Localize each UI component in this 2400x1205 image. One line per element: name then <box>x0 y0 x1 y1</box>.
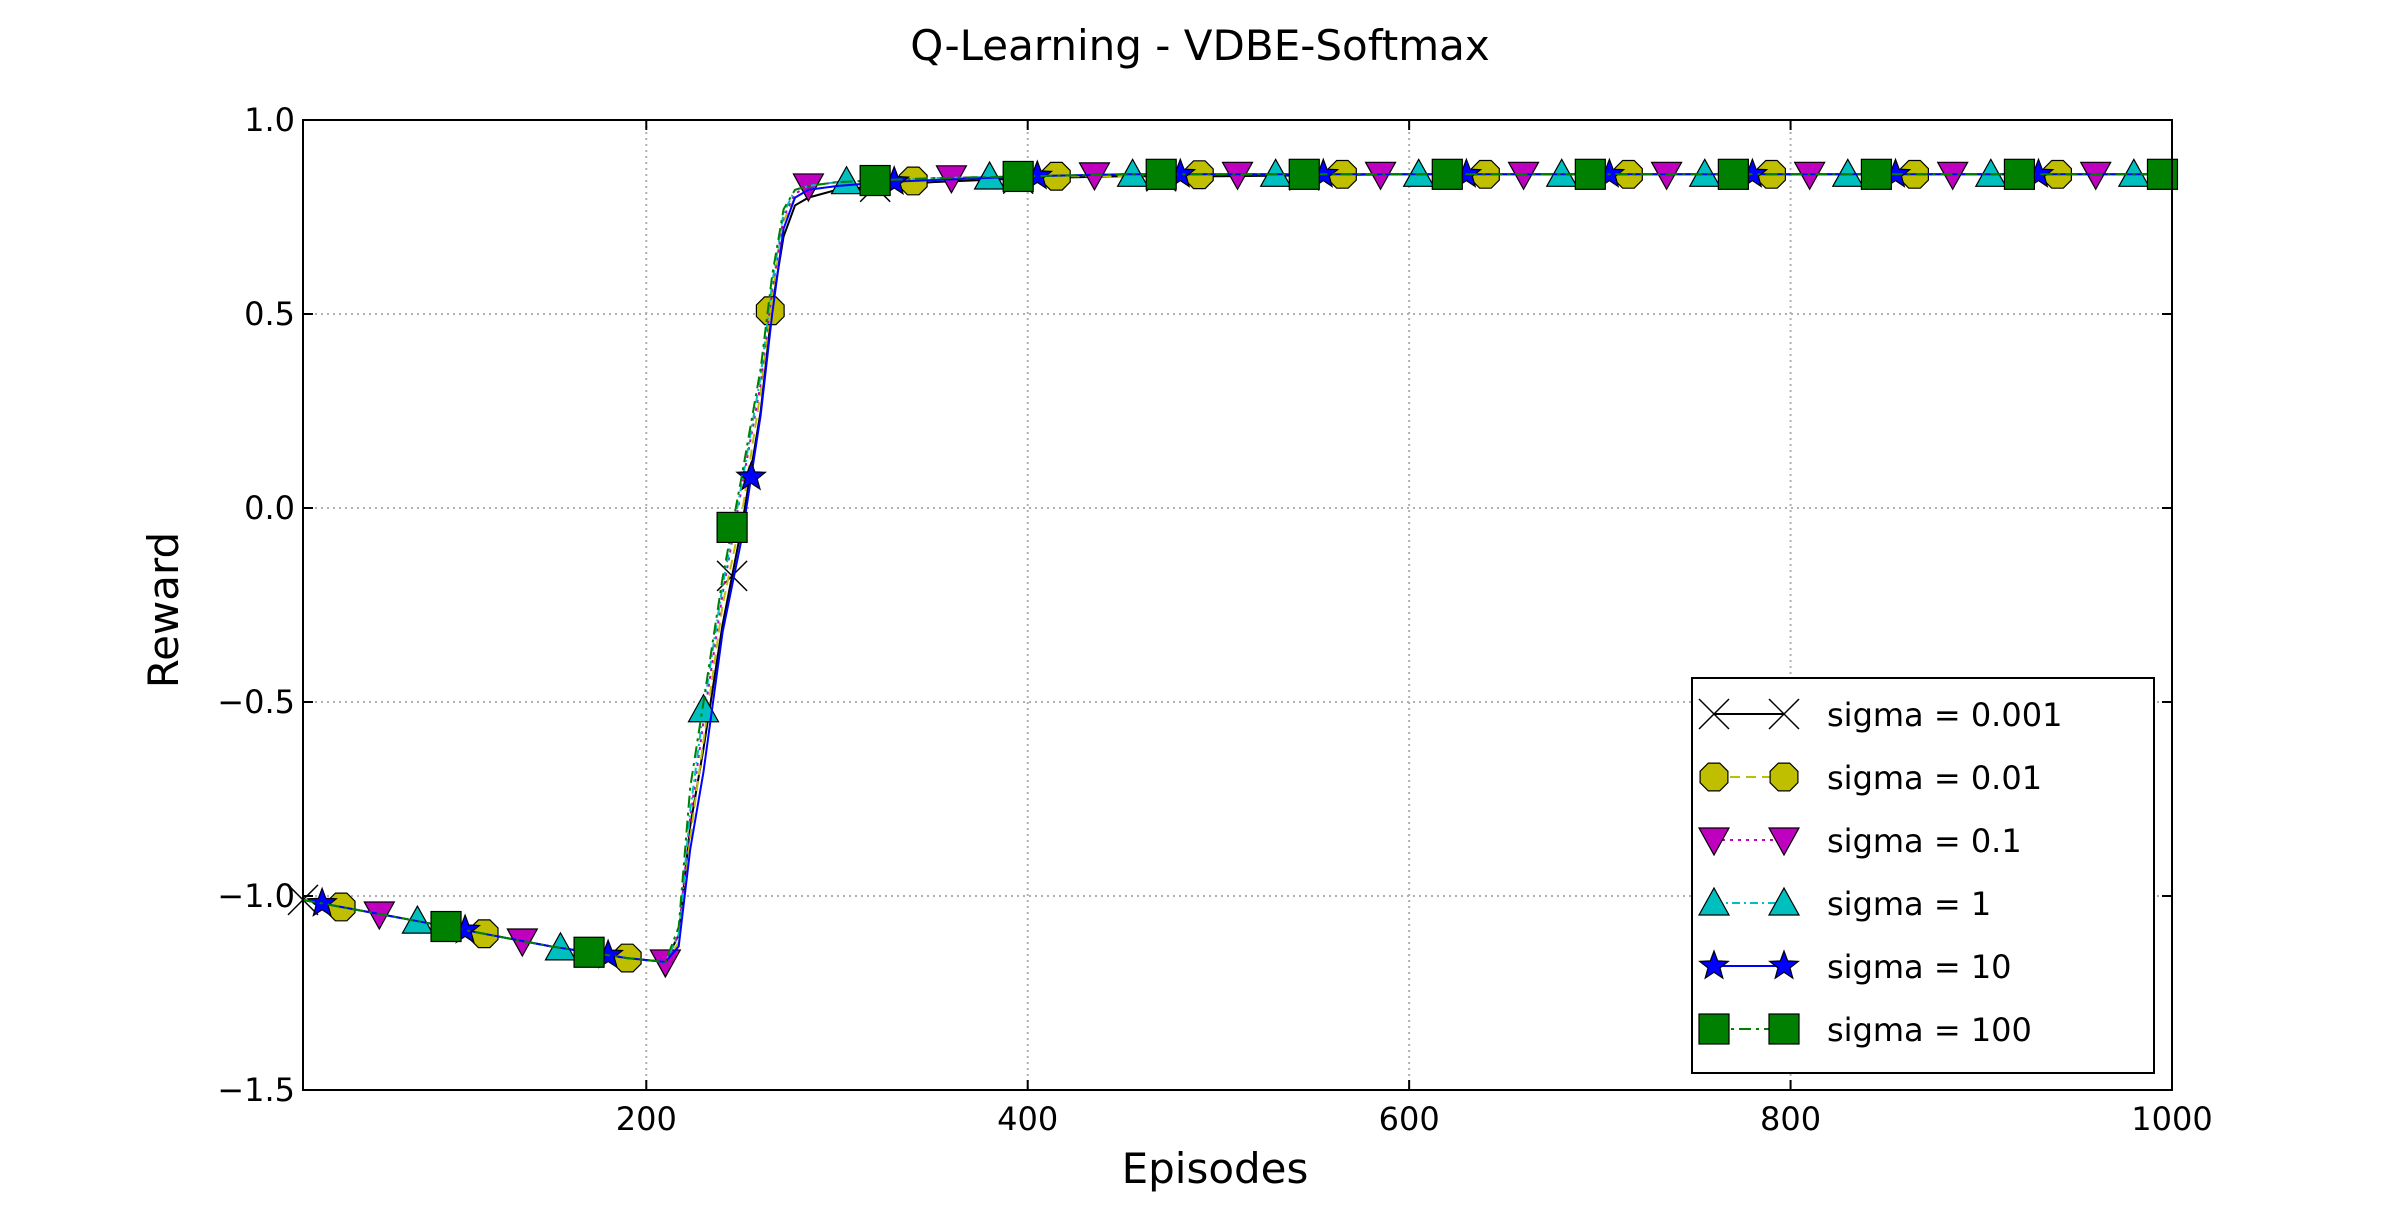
legend-label: sigma = 100 <box>1827 1011 2032 1049</box>
series-marker <box>1545 158 1578 187</box>
series-marker <box>1431 158 1463 190</box>
series-marker <box>1507 161 1540 191</box>
series-marker <box>1974 158 2007 187</box>
series-marker <box>1288 158 1320 190</box>
y-axis-label: Reward <box>139 532 188 688</box>
series-marker <box>573 936 605 968</box>
y-tick-label: −1.5 <box>217 1071 295 1109</box>
legend-marker <box>1698 1013 1730 1045</box>
legend-marker <box>1698 949 1730 980</box>
legend-marker <box>1768 698 1800 730</box>
x-tick-label: 800 <box>1760 1100 1821 1138</box>
series-marker <box>1650 161 1683 191</box>
series-marker <box>1717 158 1749 190</box>
legend-marker <box>1769 762 1799 792</box>
legend-label: sigma = 1 <box>1827 885 1991 923</box>
legend-entry: sigma = 0.001 <box>1698 696 2062 734</box>
legend-entry: sigma = 1 <box>1697 885 1991 923</box>
chart-title: Q-Learning - VDBE-Softmax <box>910 21 1490 70</box>
series-marker <box>430 910 462 943</box>
legend-marker <box>1698 698 1730 730</box>
y-tick-label: 1.0 <box>244 101 295 139</box>
series-4 <box>302 158 2172 964</box>
series-marker <box>1688 158 1721 187</box>
x-tick-label: 200 <box>616 1100 677 1138</box>
series-marker <box>1002 160 1034 193</box>
x-tick-label: 1000 <box>2131 1100 2212 1138</box>
legend-marker <box>1767 827 1801 857</box>
y-tick-label: 0.0 <box>244 489 295 527</box>
series-line <box>302 173 2172 964</box>
series-marker <box>1831 158 1864 187</box>
x-axis-label: Episodes <box>1122 1144 1309 1193</box>
legend-label: sigma = 10 <box>1827 948 2012 986</box>
series-marker <box>830 165 863 195</box>
plot-frame <box>302 119 2173 1091</box>
legend-marker <box>1768 949 1800 980</box>
legend-entry: sigma = 100 <box>1698 1011 2032 1049</box>
legend-label: sigma = 0.1 <box>1827 822 2022 860</box>
y-axis-ticks: −1.5 −1.0 −0.5 0.0 0.5 1.0 <box>217 101 2172 1109</box>
legend-box <box>1691 677 2155 1074</box>
series-layer <box>287 157 2179 979</box>
series-marker <box>306 886 338 917</box>
legend-marker <box>1697 827 1731 857</box>
series-marker <box>1936 161 1969 191</box>
legend-marker <box>1768 1013 1800 1045</box>
series-marker <box>1078 162 1111 192</box>
legend-entry: sigma = 0.01 <box>1699 759 2042 797</box>
legend-marker <box>1697 886 1731 916</box>
legend-label: sigma = 0.01 <box>1827 759 2042 797</box>
series-marker <box>859 164 891 197</box>
series-marker <box>735 460 768 491</box>
x-tick-label: 600 <box>1379 1100 1440 1138</box>
legend-label: sigma = 0.001 <box>1827 696 2062 734</box>
series-marker <box>755 296 785 326</box>
series-marker <box>1860 158 1892 190</box>
series-marker <box>1259 158 1292 187</box>
series-line <box>302 173 2172 964</box>
series-marker <box>649 949 682 979</box>
y-tick-label: −1.0 <box>217 877 295 915</box>
series-marker <box>1221 161 1254 191</box>
series-marker <box>1793 161 1826 191</box>
series-marker <box>2003 158 2036 190</box>
series-marker <box>1145 158 1177 190</box>
series-marker <box>1574 158 1606 190</box>
y-tick-label: 0.5 <box>244 295 295 333</box>
legend: sigma = 0.001 sigma = 0.01 sigma = 0.1 sigm… <box>1691 677 2155 1074</box>
series-marker <box>716 560 748 592</box>
y-tick-label: −0.5 <box>217 683 295 721</box>
legend-marker <box>1699 762 1729 792</box>
legend-entry: sigma = 0.1 <box>1697 822 2022 860</box>
x-axis-ticks: 200 400 600 800 1000 <box>616 120 2213 1138</box>
legend-marker <box>1767 886 1801 916</box>
series-line <box>302 173 2172 964</box>
x-tick-label: 400 <box>997 1100 1058 1138</box>
series-marker <box>973 160 1006 190</box>
series-marker <box>2079 161 2112 191</box>
series-marker <box>1116 158 1149 187</box>
series-marker <box>2117 158 2150 187</box>
series-marker <box>716 511 748 544</box>
series-marker <box>1364 161 1397 191</box>
series-6 <box>302 158 2179 968</box>
legend-entry: sigma = 10 <box>1698 948 2012 986</box>
series-marker <box>1402 158 1435 187</box>
